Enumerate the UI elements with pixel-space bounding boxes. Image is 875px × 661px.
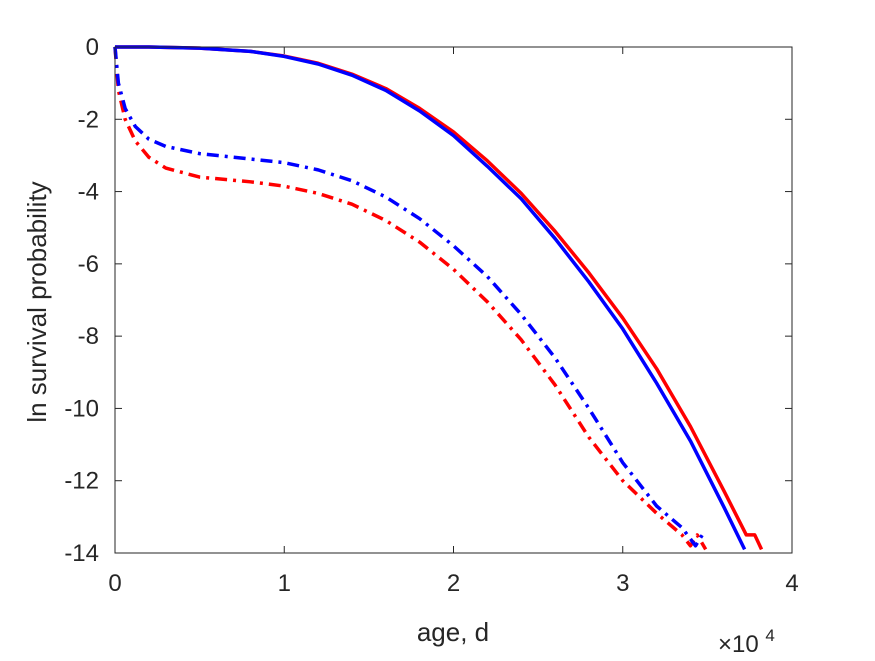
axes-layer: 0 1 2 3 4 0 -2 -4 -6 -8 -10 -12 -14	[64, 34, 798, 597]
x-axis-label: age, d	[417, 617, 489, 647]
x-tick-label: 3	[616, 570, 629, 597]
y-tick-label: -12	[64, 468, 99, 495]
x-axis-multiplier-exponent: 4	[765, 626, 774, 645]
x-tick-label: 1	[278, 570, 291, 597]
y-tick-label: -2	[78, 106, 99, 133]
series-line-3	[113, 46, 708, 551]
y-tick-label: -14	[64, 540, 99, 567]
plot-background	[115, 47, 792, 553]
x-tick-label: 4	[785, 570, 798, 597]
x-axis-multiplier-base: ×10	[718, 631, 759, 656]
y-tick-label: -8	[78, 323, 99, 350]
series-layer	[113, 45, 764, 551]
series-line-2	[115, 45, 747, 551]
y-tick-label: -4	[78, 179, 99, 206]
plot-area	[115, 47, 792, 553]
x-axis-multiplier: ×10 4	[718, 626, 775, 656]
x-tick-label: 0	[108, 570, 121, 597]
y-tick-label: -6	[78, 251, 99, 278]
y-axis-label: ln survival probability	[22, 181, 52, 422]
y-tick-label: -10	[64, 395, 99, 422]
y-tick-label: 0	[86, 34, 99, 61]
x-tick-label: 2	[447, 570, 460, 597]
